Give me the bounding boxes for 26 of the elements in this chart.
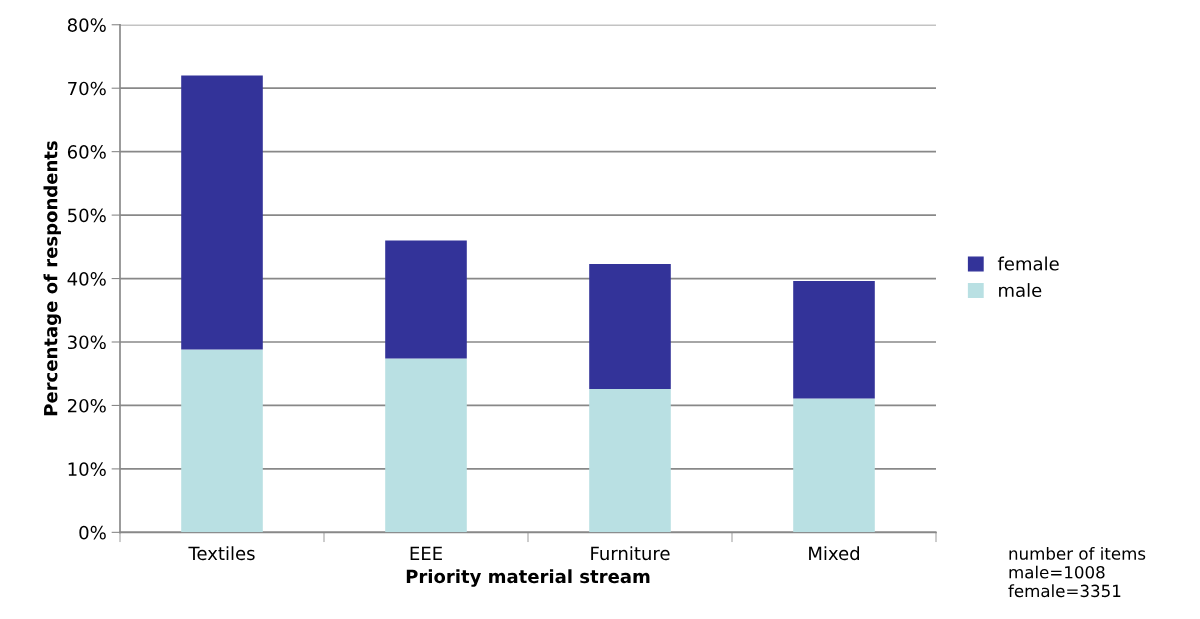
bar — [385, 240, 467, 359]
bar — [589, 263, 671, 389]
bar — [793, 398, 875, 533]
y-axis-title: Percentage of respondents — [43, 141, 62, 416]
x-axis-title: Priority material stream — [406, 569, 650, 587]
x-tick-label: EEE — [410, 546, 442, 560]
bar — [589, 388, 671, 533]
y-tick-label: 80% — [67, 18, 106, 32]
text: number of items male=1008 female=3351 — [1008, 546, 1146, 598]
bar — [181, 349, 263, 533]
x-tick-label: Furniture — [591, 546, 670, 561]
y-tick-label: 40% — [67, 272, 106, 286]
legend-label: male — [999, 283, 1042, 298]
y-tick-label: 60% — [67, 145, 106, 159]
x-tick-label: Textiles — [188, 546, 255, 561]
y-tick-label: 50% — [68, 208, 106, 223]
y-tick-label: 0% — [79, 525, 106, 540]
bar — [793, 281, 875, 399]
x-tick-label: Mixed — [809, 546, 859, 561]
y-tick-label: 70% — [68, 81, 106, 96]
bar — [385, 358, 467, 533]
y-tick-label: 30% — [68, 335, 106, 350]
y-tick-label: 10% — [68, 462, 106, 477]
y-tick-label: 20% — [68, 398, 106, 413]
bar — [181, 75, 263, 350]
legend-label: female — [997, 256, 1059, 271]
